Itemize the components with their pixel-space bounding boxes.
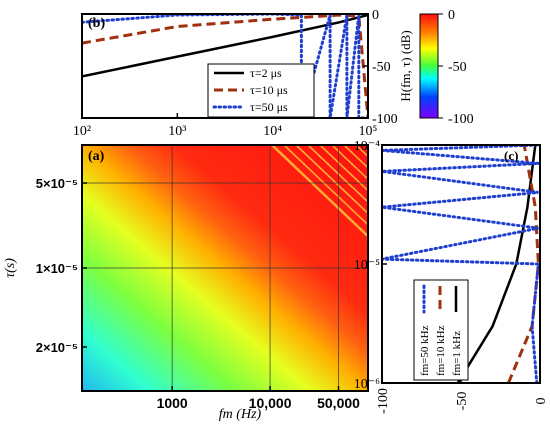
panel-a-y-tick-label: 1×10⁻⁵: [36, 261, 78, 276]
panel-a-ylabel: τ(s): [3, 258, 18, 278]
colorbar-tick-label: 0: [448, 8, 455, 23]
panel-c-y-tick-label: 10⁻⁴: [354, 139, 380, 154]
panel-b-x-tick-label: 10⁴: [263, 124, 282, 139]
panel-b-legend-label: τ=2 μs: [250, 66, 282, 80]
panel-c-series-1: [507, 145, 540, 383]
panel-b-label: (b): [88, 16, 105, 31]
heatmap-resonance-stripe: [271, 145, 368, 238]
panel-b-x-tick-label: 10⁵: [359, 124, 378, 139]
heatmap-resonance-stripe: [355, 145, 368, 158]
panel-a-xlabel: fm (Hz): [219, 407, 262, 422]
panel-c-x-tick-label: -100: [376, 388, 391, 414]
panel-c-label: (c): [504, 148, 518, 163]
heatmap-resonance-stripe: [319, 145, 368, 192]
colorbar: 0 -50 -100 H(fm, τ) (dB): [398, 8, 474, 127]
heatmap-resonance-stripe: [307, 145, 368, 204]
panel-b-legend-label: τ=10 μs: [250, 83, 288, 97]
colorbar-gradient: [419, 13, 439, 119]
panel-b-y-tick-label: -50: [372, 60, 391, 75]
colorbar-tick-label: -100: [448, 112, 474, 127]
panel-b-legend-label: τ=50 μs: [250, 100, 288, 114]
panel-c-x-tick-label: -50: [455, 392, 470, 411]
panel-a-x-tick-label: 50,000: [317, 395, 360, 411]
panel-c-y-tick-label: 10⁻⁵: [354, 258, 380, 273]
heatmap-resonance-stripe: [331, 145, 368, 181]
panel-a-y-tick-label: 5×10⁻⁵: [36, 176, 78, 191]
panel-b-y-tick-label: 0: [372, 8, 379, 23]
panel-b-x-tick-label: 10²: [73, 124, 91, 139]
panel-b: 10² 10³ 10⁴ 10⁵ 0-50-100 (b) τ=2 μsτ=10 μsτ…: [73, 8, 398, 139]
heatmap-resonance-stripe: [283, 145, 368, 226]
panel-c-series-2: [382, 145, 540, 383]
heatmap-resonance-stripe: [295, 145, 368, 215]
panel-b-series-0: [82, 14, 368, 78]
panel-a: 1000 10,000 50,000 5×10⁻⁵1×10⁻⁵2×10⁻⁵ (a) …: [3, 144, 369, 422]
panel-a-y-tick-label: 2×10⁻⁵: [36, 340, 78, 355]
panel-c-legend-label: fm=50 kHz: [419, 325, 431, 376]
panel-a-x-tick-label: 10,000: [249, 395, 292, 411]
panel-a-x-tick-label: 1000: [157, 395, 188, 411]
panel-b-y-tick-label: -100: [372, 112, 398, 127]
colorbar-label: H(fm, τ) (dB): [398, 30, 413, 101]
panel-c-y-tick-label: 10⁻⁶: [354, 377, 380, 392]
panel-c-legend-label: fm=1 kHz: [451, 331, 463, 376]
panel-c-x-tick-label: 0: [534, 398, 549, 405]
heatmap-resonance-stripe: [343, 145, 368, 169]
panel-c-legend-label: fm=10 kHz: [435, 325, 447, 376]
panel-c: -100 -50 0 10⁻⁴ 10⁻⁵ 10⁻⁶ (c) fm=1 kHz fm=10 …: [354, 139, 549, 414]
panel-a-label: (a): [88, 149, 105, 164]
colorbar-tick-label: -50: [448, 60, 467, 75]
panel-b-legend: τ=2 μs τ=10 μs τ=50 μs: [207, 63, 315, 118]
panel-b-series-1: [82, 14, 368, 118]
panel-b-x-tick-label: 10³: [168, 124, 186, 139]
panel-c-legend: fm=1 kHz fm=10 kHz fm=50 kHz: [413, 279, 469, 381]
